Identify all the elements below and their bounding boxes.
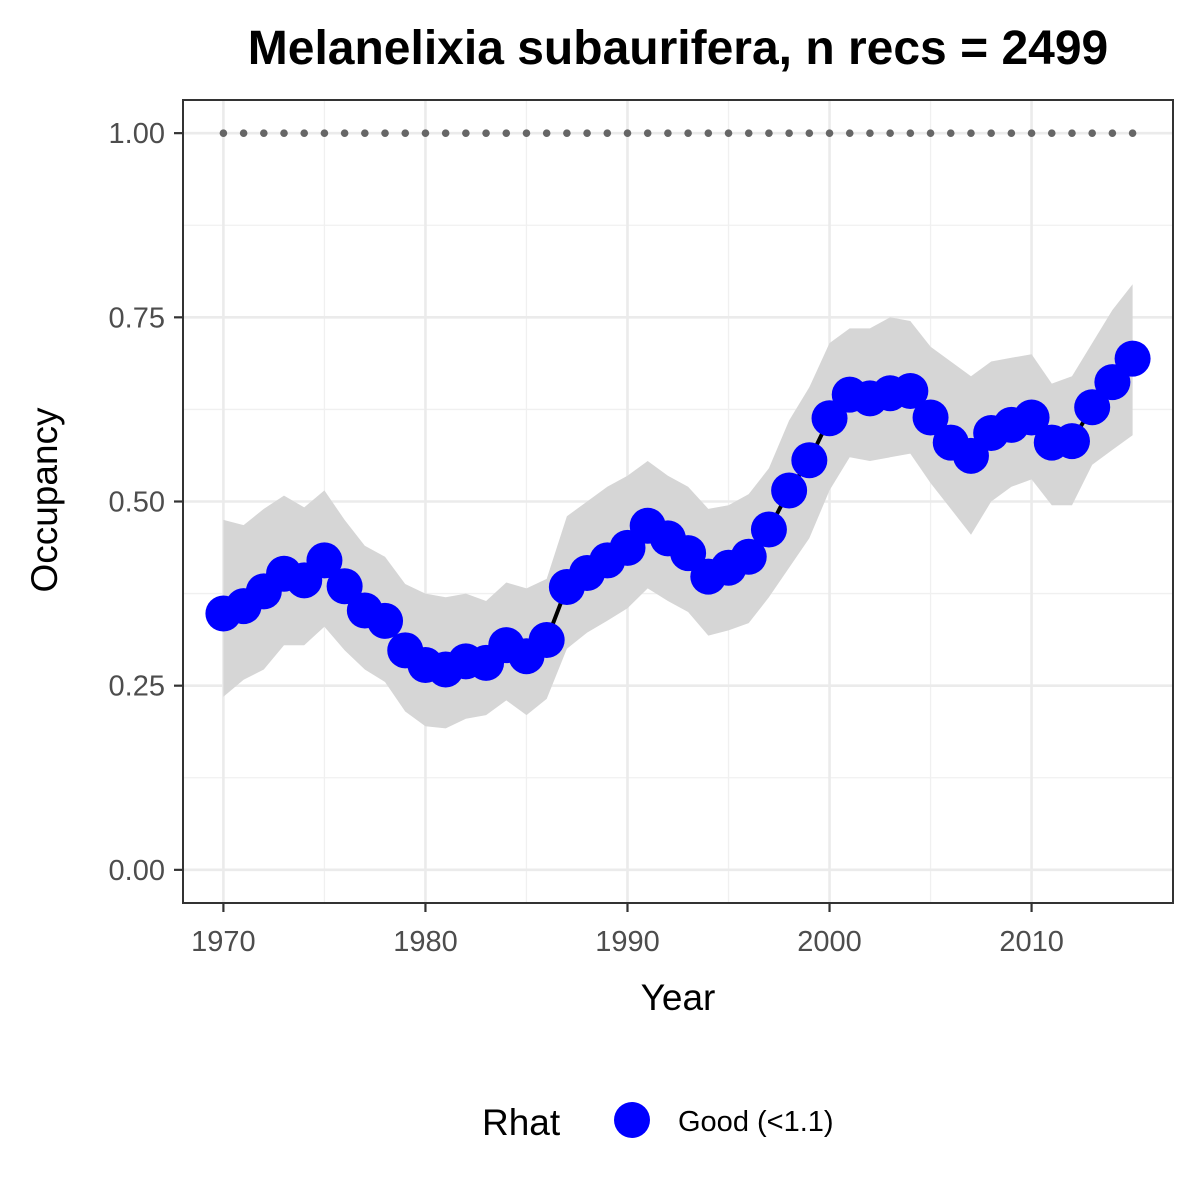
reference-dot <box>563 129 571 137</box>
occupancy-point <box>750 511 787 548</box>
reference-dot <box>926 129 935 137</box>
occupancy-point <box>670 535 707 572</box>
reference-dot <box>684 129 692 137</box>
y-tick-label: 0.75 <box>109 302 165 334</box>
x-tick-label: 1970 <box>191 926 256 958</box>
y-axis-title: Occupancy <box>24 407 65 593</box>
occupancy-point <box>730 538 767 575</box>
reference-dot <box>462 129 470 137</box>
y-tick-label: 0.25 <box>109 671 165 703</box>
reference-dot <box>1088 129 1096 137</box>
occupancy-point <box>811 400 848 437</box>
legend-label-good: Good (<1.1) <box>678 1106 834 1138</box>
reference-dot <box>401 129 410 137</box>
reference-dot <box>967 129 975 137</box>
x-tick-label: 1980 <box>393 926 458 958</box>
reference-dot <box>603 129 612 137</box>
reference-dot <box>1108 129 1117 137</box>
reference-dot <box>946 129 955 137</box>
occupancy-point <box>791 442 828 479</box>
occupancy-points-layer <box>205 340 1151 688</box>
y-tick-label: 0.00 <box>109 855 165 887</box>
reference-dot <box>744 129 753 137</box>
confidence-band <box>223 284 1133 729</box>
reference-dot <box>522 129 531 137</box>
legend: Rhat Good (<1.1) <box>482 1102 834 1143</box>
occupancy-point <box>912 399 949 436</box>
reference-dot <box>1027 129 1036 137</box>
reference-dotted-line-layer <box>219 129 1137 137</box>
occupancy-point <box>528 621 565 658</box>
occupancy-point <box>1114 340 1151 377</box>
chart-title: Melanelixia subaurifera, n recs = 2499 <box>248 22 1108 75</box>
reference-dot <box>623 129 632 137</box>
reference-dot <box>441 129 450 137</box>
reference-dot <box>1068 129 1076 137</box>
x-axis-ticks: 1970 1980 1990 2000 2010 <box>191 903 1064 958</box>
reference-dot <box>219 129 228 137</box>
reference-dot <box>845 129 854 137</box>
reference-dot <box>704 129 713 137</box>
occupancy-point <box>771 472 808 509</box>
occupancy-point <box>1074 389 1111 426</box>
y-tick-label: 1.00 <box>109 118 165 150</box>
reference-dot <box>502 129 511 137</box>
x-tick-label: 2000 <box>797 926 862 958</box>
occupancy-point <box>892 372 929 409</box>
reference-dot <box>886 129 894 137</box>
y-tick-label: 0.50 <box>109 487 165 519</box>
reference-dot <box>542 129 551 137</box>
reference-dot <box>361 129 369 137</box>
reference-dot <box>260 129 268 137</box>
occupancy-point <box>1053 423 1090 460</box>
reference-dot <box>381 129 389 137</box>
reference-dot <box>765 129 773 137</box>
reference-dot <box>1047 129 1056 137</box>
reference-dot <box>643 129 652 137</box>
x-tick-label: 2010 <box>999 926 1064 958</box>
reference-dot <box>825 129 834 137</box>
x-axis-title: Year <box>641 977 716 1018</box>
legend-key-good <box>614 1102 650 1138</box>
reference-dot <box>482 129 490 137</box>
occupancy-point <box>1094 364 1131 401</box>
occupancy-point <box>367 602 404 639</box>
reference-dot <box>1128 129 1137 137</box>
reference-dot <box>785 129 793 137</box>
occupancy-point <box>1013 399 1050 436</box>
reference-dot <box>320 129 329 137</box>
reference-dot <box>239 129 248 137</box>
reference-dot <box>987 129 995 137</box>
confidence-band-layer <box>223 284 1133 729</box>
reference-dot <box>340 129 349 137</box>
reference-dot <box>664 129 672 137</box>
x-tick-label: 1990 <box>595 926 660 958</box>
y-axis-ticks: 0.00 0.25 0.50 0.75 1.00 <box>109 118 183 887</box>
reference-dot <box>583 129 591 137</box>
reference-dot <box>421 129 430 137</box>
reference-dot <box>1007 129 1016 137</box>
reference-dot <box>906 129 915 137</box>
reference-dot <box>300 129 309 137</box>
reference-dot <box>724 129 733 137</box>
reference-dot <box>805 129 814 137</box>
occupancy-point <box>306 542 343 579</box>
reference-dot <box>280 129 288 137</box>
reference-dot <box>866 129 874 137</box>
occupancy-point <box>326 568 363 605</box>
legend-title: Rhat <box>482 1102 561 1143</box>
